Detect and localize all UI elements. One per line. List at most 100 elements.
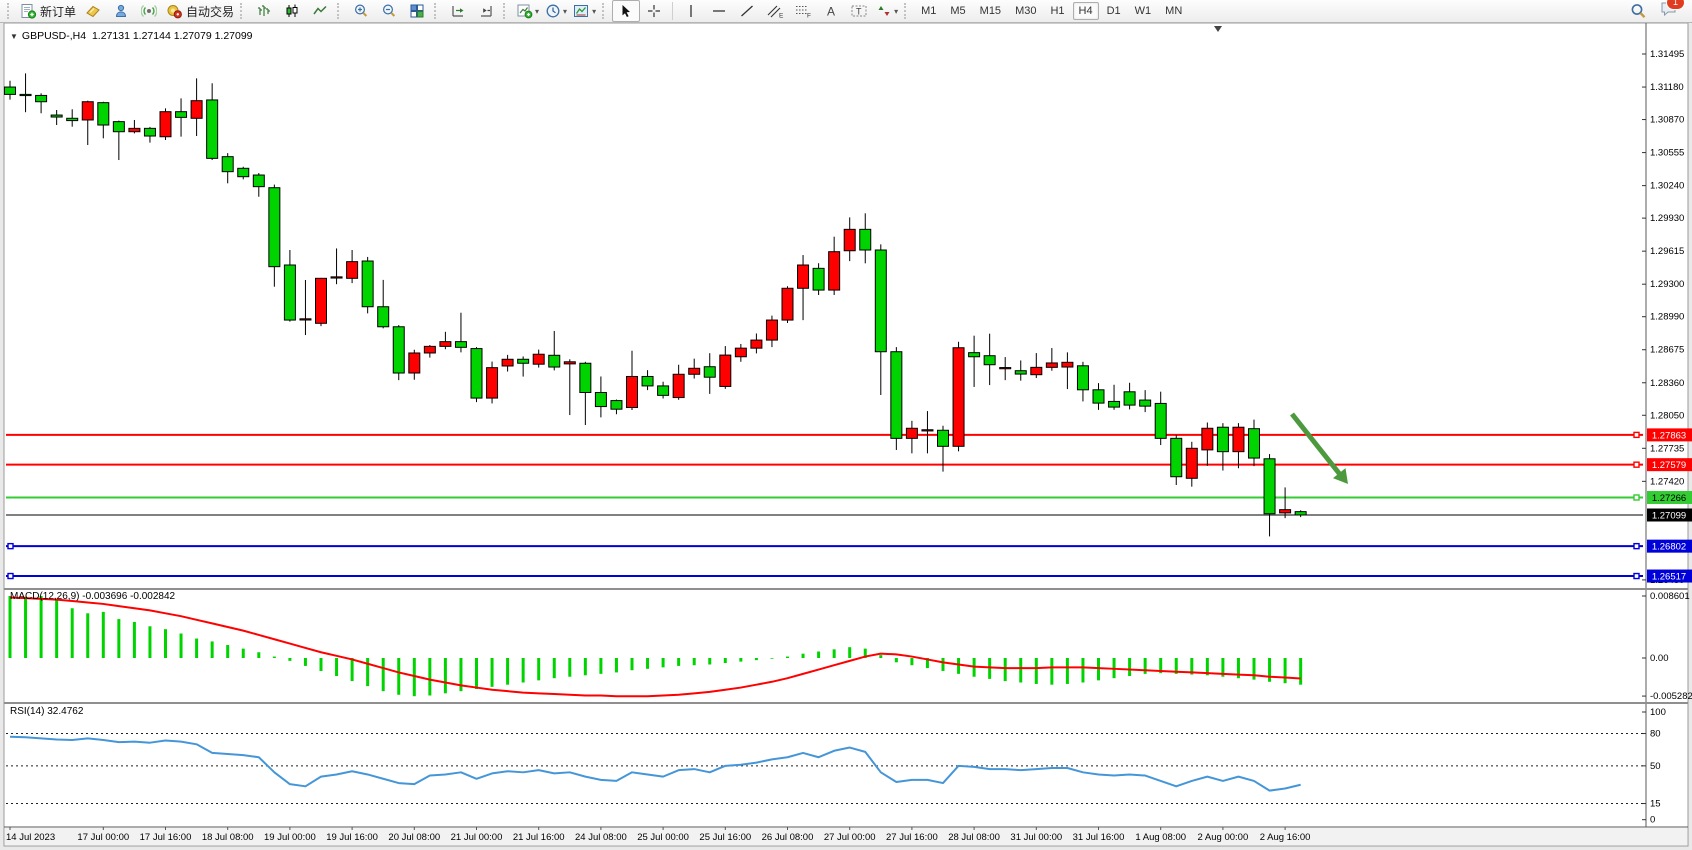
bar-chart-button[interactable]: [250, 0, 278, 22]
candle-bear: [937, 429, 949, 447]
text-label-button[interactable]: T: [845, 0, 873, 22]
rsi-axis-label: 15: [1650, 799, 1661, 810]
line-chart-button[interactable]: [306, 0, 334, 22]
candle-bear: [1014, 370, 1027, 375]
period-button[interactable]: ▾: [542, 0, 570, 22]
candle-bear: [1154, 402, 1167, 439]
price-axis-label: 1.31495: [1650, 49, 1684, 60]
toolbar-grip[interactable]: [503, 3, 510, 19]
chart-symbol-label: GBPUSD-,H4: [21, 30, 87, 42]
toolbar-grip[interactable]: [337, 3, 344, 19]
time-axis-label: 19 Jul 00:00: [264, 832, 316, 843]
candle-bull: [1201, 427, 1214, 451]
toolbar-grip[interactable]: [904, 3, 911, 19]
trend-arrow-annotation[interactable]: [1290, 412, 1344, 479]
candle-bear: [454, 341, 467, 348]
arrows-button[interactable]: ▾: [873, 0, 901, 22]
timeframe-m30-button[interactable]: M30: [1015, 5, 1037, 17]
zoom-in-button[interactable]: [347, 0, 375, 22]
clock-icon: [546, 4, 560, 18]
trendline-button[interactable]: [733, 0, 761, 22]
toolbar-group-drawings: E F A T: [677, 0, 901, 22]
rsi-axis-label: 80: [1650, 729, 1661, 740]
time-axis-strip: [5, 828, 1687, 845]
toolbar-group-cursor: [612, 0, 668, 22]
zoom-out-icon: [383, 4, 396, 17]
time-axis-label: 21 Jul 16:00: [513, 832, 565, 843]
candlestick-chart-button[interactable]: [278, 0, 306, 22]
candle-bull: [330, 276, 343, 279]
candle-bear: [812, 267, 825, 291]
news-signal-button[interactable]: [135, 0, 163, 22]
candle-bull: [626, 375, 638, 409]
chart-ticket-button[interactable]: [79, 0, 107, 22]
dropdown-caret-icon: ▾: [563, 6, 568, 16]
toolbar-grip[interactable]: [7, 3, 14, 19]
line-handle[interactable]: [1633, 461, 1640, 468]
search-button[interactable]: [1624, 0, 1652, 22]
template-button[interactable]: ▾: [570, 0, 599, 22]
line-handle[interactable]: [1633, 494, 1640, 501]
symbol-caret-icon[interactable]: ▼: [10, 32, 18, 41]
line-handle[interactable]: [7, 572, 14, 580]
candle-bull: [439, 341, 452, 347]
cursor-button[interactable]: [612, 0, 641, 22]
timeframe-h4-button[interactable]: H4: [1072, 2, 1099, 20]
equidistant-channel-button[interactable]: E: [761, 0, 789, 22]
timeframe-d1-button[interactable]: D1: [1106, 5, 1121, 17]
vertical-line-button[interactable]: [677, 0, 705, 22]
timeframe-m5-button[interactable]: M5: [950, 5, 966, 17]
fibonacci-icon: F: [796, 6, 811, 19]
timeframe-m1-button[interactable]: M1: [921, 5, 937, 17]
toolbar-grip[interactable]: [240, 3, 247, 19]
price-axis-label: 1.27420: [1650, 476, 1684, 487]
dropdown-caret-icon: ▾: [894, 6, 899, 16]
price-badge-label: 1.26517: [1652, 572, 1686, 583]
fibonacci-button[interactable]: F: [789, 0, 817, 22]
chart-shift-marker-icon[interactable]: [1214, 26, 1222, 32]
chart-shift-button[interactable]: [444, 0, 472, 22]
price-axis-label: 1.29615: [1650, 246, 1684, 257]
line-handle[interactable]: [7, 542, 14, 550]
candle-bull: [81, 101, 94, 121]
line-handle[interactable]: [1633, 572, 1640, 580]
text-label-icon: T: [851, 5, 867, 17]
candle-bear: [392, 326, 405, 374]
price-badge: [1647, 458, 1692, 472]
candle-bear: [1139, 399, 1152, 407]
candle-bear: [1123, 391, 1136, 406]
horizontal-line-button[interactable]: [705, 0, 733, 22]
notifications-button[interactable]: 1: [1660, 0, 1685, 22]
toolbar-grip[interactable]: [602, 3, 609, 19]
new-order-button[interactable]: 新订单: [17, 0, 79, 22]
candle-bear: [1263, 458, 1276, 515]
candle-bear: [1294, 511, 1307, 516]
candle-bear: [4, 86, 16, 95]
line-handle[interactable]: [1633, 542, 1640, 550]
search-icon: [1631, 4, 1646, 19]
timeframe-m15-button[interactable]: M15: [979, 5, 1002, 17]
time-axis-label: 17 Jul 16:00: [140, 832, 192, 843]
timeframe-mn-button[interactable]: MN: [1165, 5, 1183, 17]
toolbar-grip[interactable]: [434, 3, 441, 19]
auto-scroll-button[interactable]: [472, 0, 500, 22]
price-badge: [1647, 569, 1692, 583]
timeframe-w1-button[interactable]: W1: [1134, 5, 1152, 17]
candle-bear: [50, 114, 63, 118]
terminal-button[interactable]: [107, 0, 135, 22]
time-axis-label: 14 Jul 2023: [6, 832, 55, 843]
timeframe-h1-button[interactable]: H1: [1050, 5, 1065, 17]
autotrading-button[interactable]: 自动交易: [163, 0, 237, 22]
main-toolbar: 新订单: [0, 0, 1692, 23]
price-badge: [1647, 490, 1692, 504]
crosshair-button[interactable]: [640, 0, 668, 22]
new-chart-button[interactable]: ▾: [513, 0, 542, 22]
zoom-out-button[interactable]: [375, 0, 403, 22]
line-handle[interactable]: [1633, 431, 1640, 439]
text-button[interactable]: A: [817, 0, 845, 22]
time-axis-label: 25 Jul 00:00: [637, 832, 689, 843]
tile-windows-button[interactable]: [403, 0, 431, 22]
candle-bear: [221, 156, 234, 173]
